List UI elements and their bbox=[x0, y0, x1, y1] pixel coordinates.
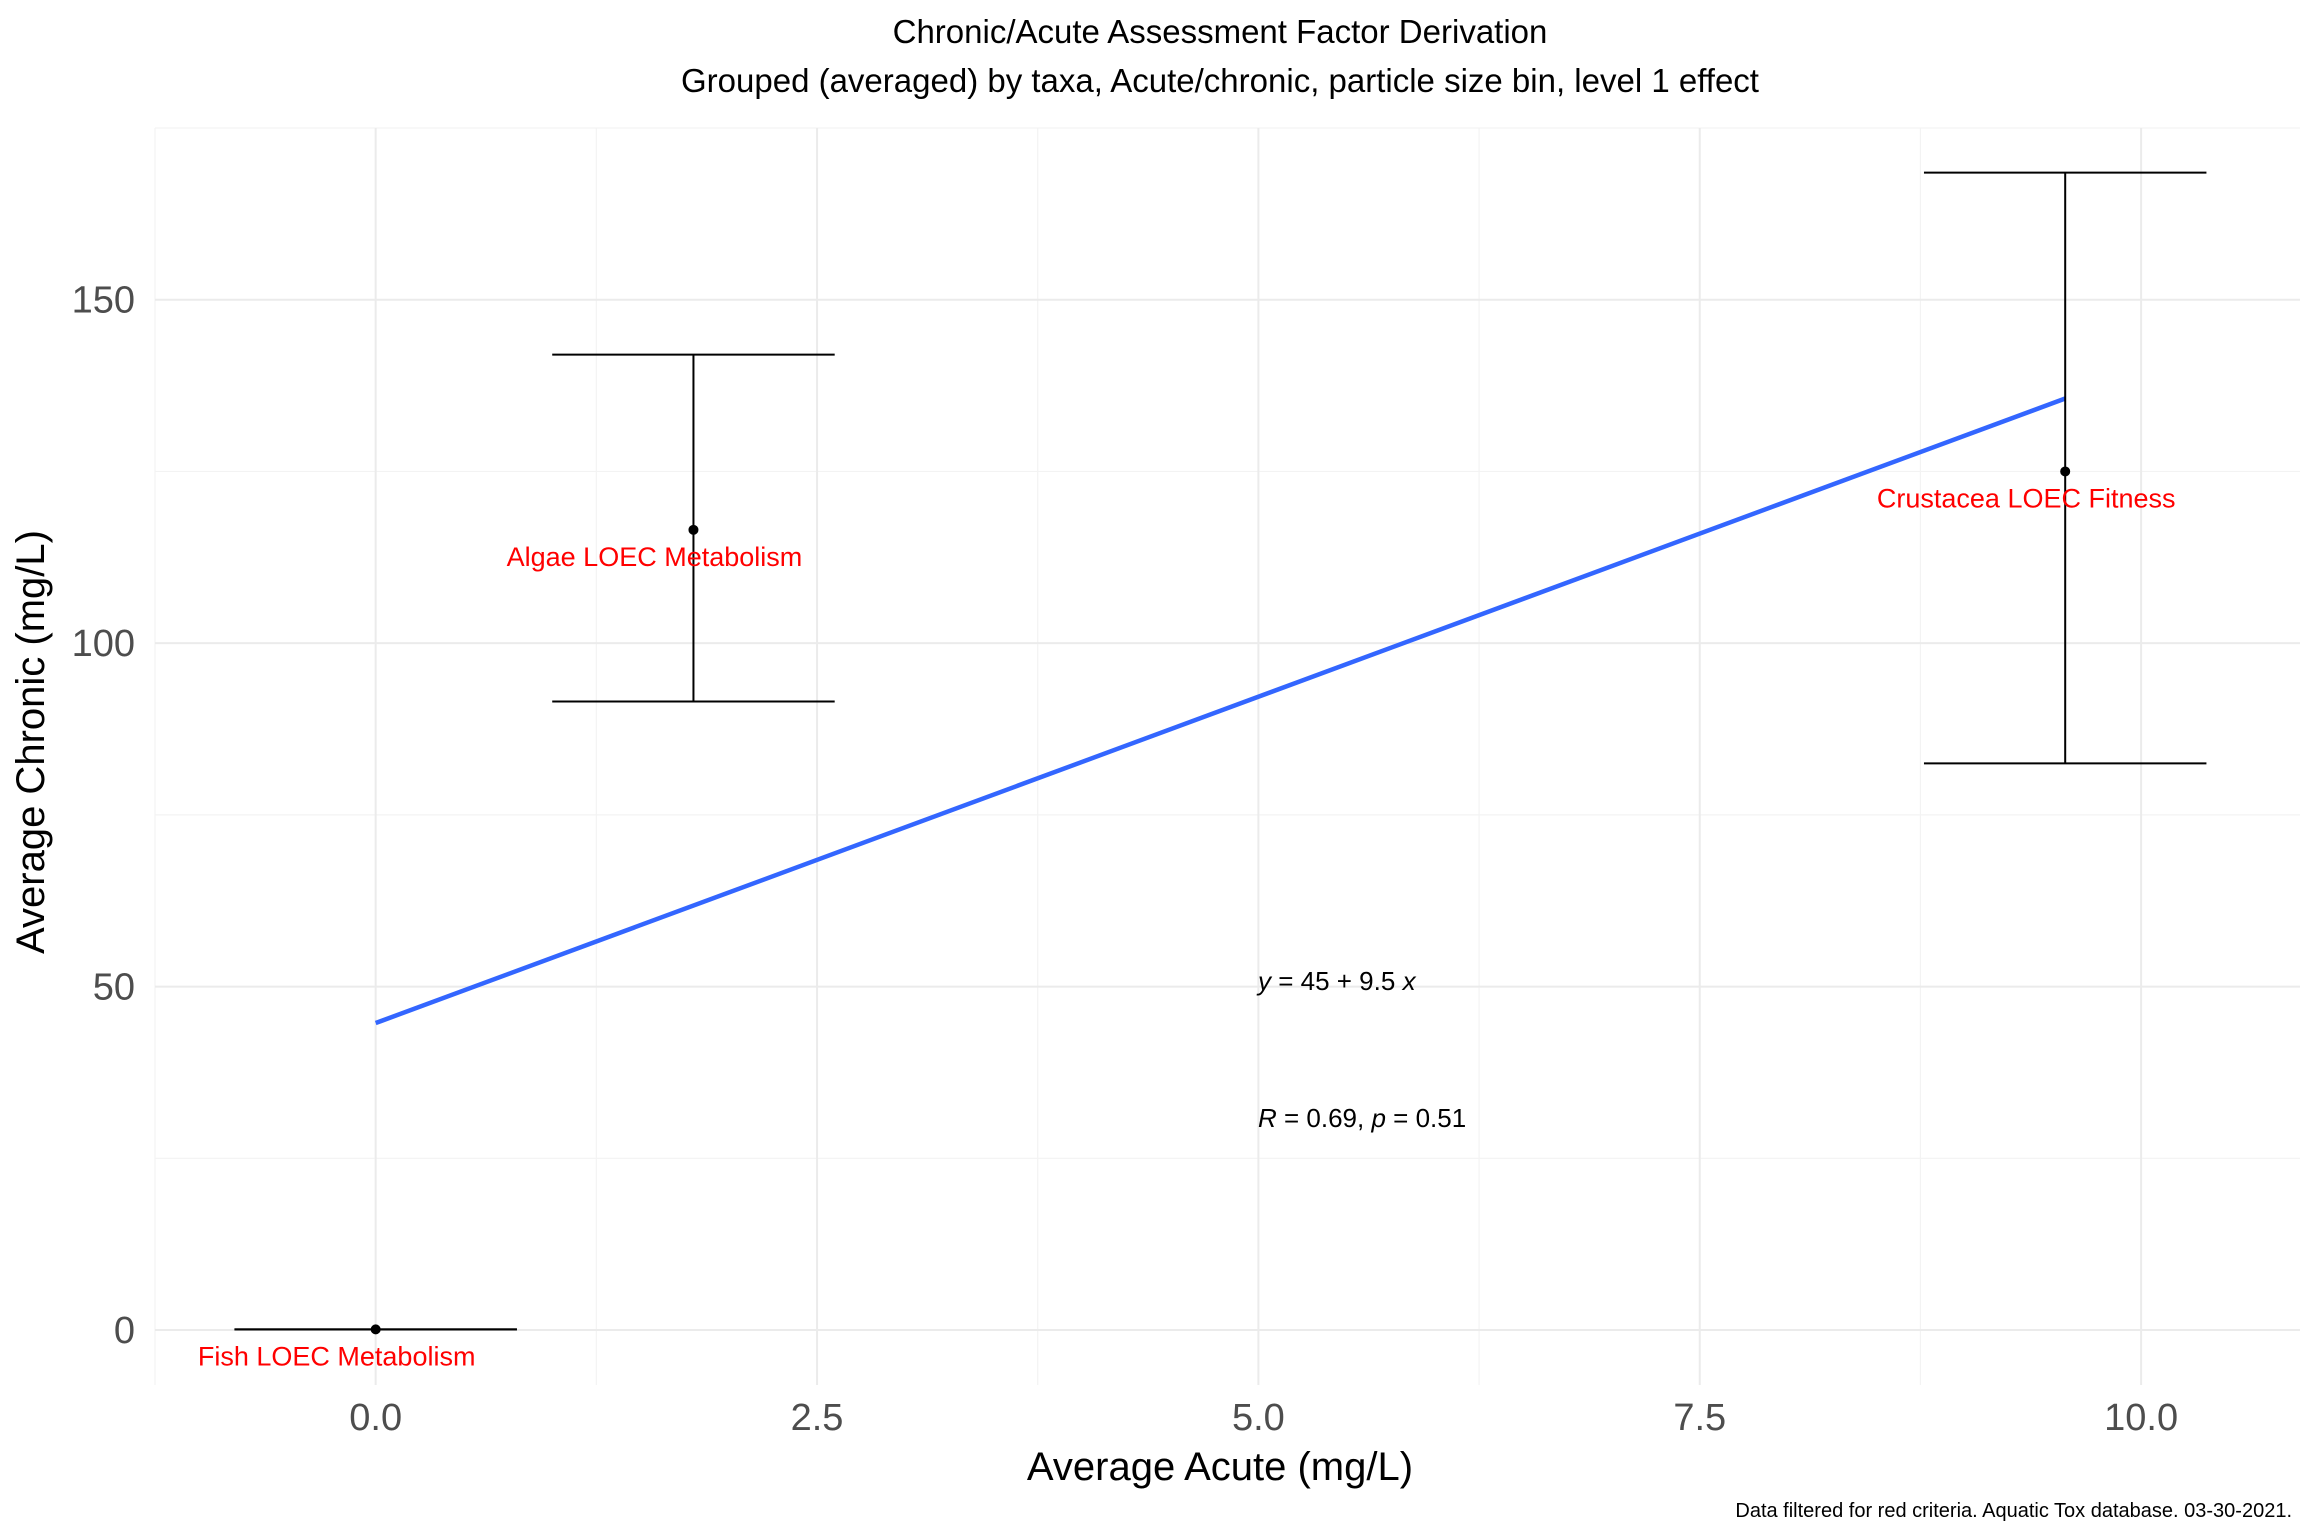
chart-title: Chronic/Acute Assessment Factor Derivati… bbox=[893, 13, 1548, 50]
stats-p-value: = 0.51 bbox=[1386, 1103, 1466, 1133]
regression-equation: y = 45 + 9.5 x bbox=[1256, 966, 1417, 996]
point-label: Algae LOEC Metabolism bbox=[507, 542, 803, 572]
y-tick-label: 50 bbox=[93, 967, 135, 1009]
data-point bbox=[370, 1324, 381, 1335]
point-labels: Fish LOEC Metabolism Algae LOEC Metabolis… bbox=[198, 483, 2176, 1371]
data-point bbox=[2060, 466, 2071, 477]
equation-body: = 45 + 9.5 bbox=[1271, 966, 1403, 996]
y-tick-label: 150 bbox=[72, 280, 135, 322]
x-tick-label: 10.0 bbox=[2104, 1397, 2178, 1439]
correlation-stats: R = 0.69, p = 0.51 bbox=[1258, 1103, 1466, 1133]
y-tick-label: 100 bbox=[72, 623, 135, 665]
fit-line-group bbox=[374, 396, 2066, 1026]
equation-x-symbol: x bbox=[1401, 966, 1417, 996]
point-label: Fish LOEC Metabolism bbox=[198, 1341, 476, 1371]
y-axis-label: Average Chronic (mg/L) bbox=[9, 530, 53, 954]
x-tick-labels: 0.0 2.5 5.0 7.5 10.0 bbox=[349, 1397, 2178, 1439]
stats-p-symbol: p bbox=[1370, 1103, 1385, 1133]
y-tick-labels: 0 50 100 150 bbox=[72, 280, 135, 1352]
chart-subtitle: Grouped (averaged) by taxa, Acute/chroni… bbox=[681, 62, 1759, 99]
x-tick-label: 7.5 bbox=[1673, 1397, 1726, 1439]
y-tick-label: 0 bbox=[114, 1310, 135, 1352]
x-tick-label: 5.0 bbox=[1232, 1397, 1285, 1439]
data-points bbox=[370, 466, 2071, 1335]
error-bars bbox=[234, 171, 2207, 1331]
equation-y-symbol: y bbox=[1256, 966, 1273, 996]
x-tick-label: 0.0 bbox=[349, 1397, 402, 1439]
data-point bbox=[688, 524, 699, 535]
x-tick-label: 2.5 bbox=[791, 1397, 844, 1439]
chart-caption: Data filtered for red criteria. Aquatic … bbox=[1735, 1500, 2292, 1522]
stats-r-value: = 0.69, bbox=[1277, 1103, 1372, 1133]
point-label: Crustacea LOEC Fitness bbox=[1877, 483, 2176, 513]
regression-line bbox=[374, 396, 2066, 1026]
x-axis-label: Average Acute (mg/L) bbox=[1027, 1445, 1413, 1489]
stats-r-symbol: R bbox=[1258, 1103, 1277, 1133]
grid-lines bbox=[154, 127, 2300, 1385]
